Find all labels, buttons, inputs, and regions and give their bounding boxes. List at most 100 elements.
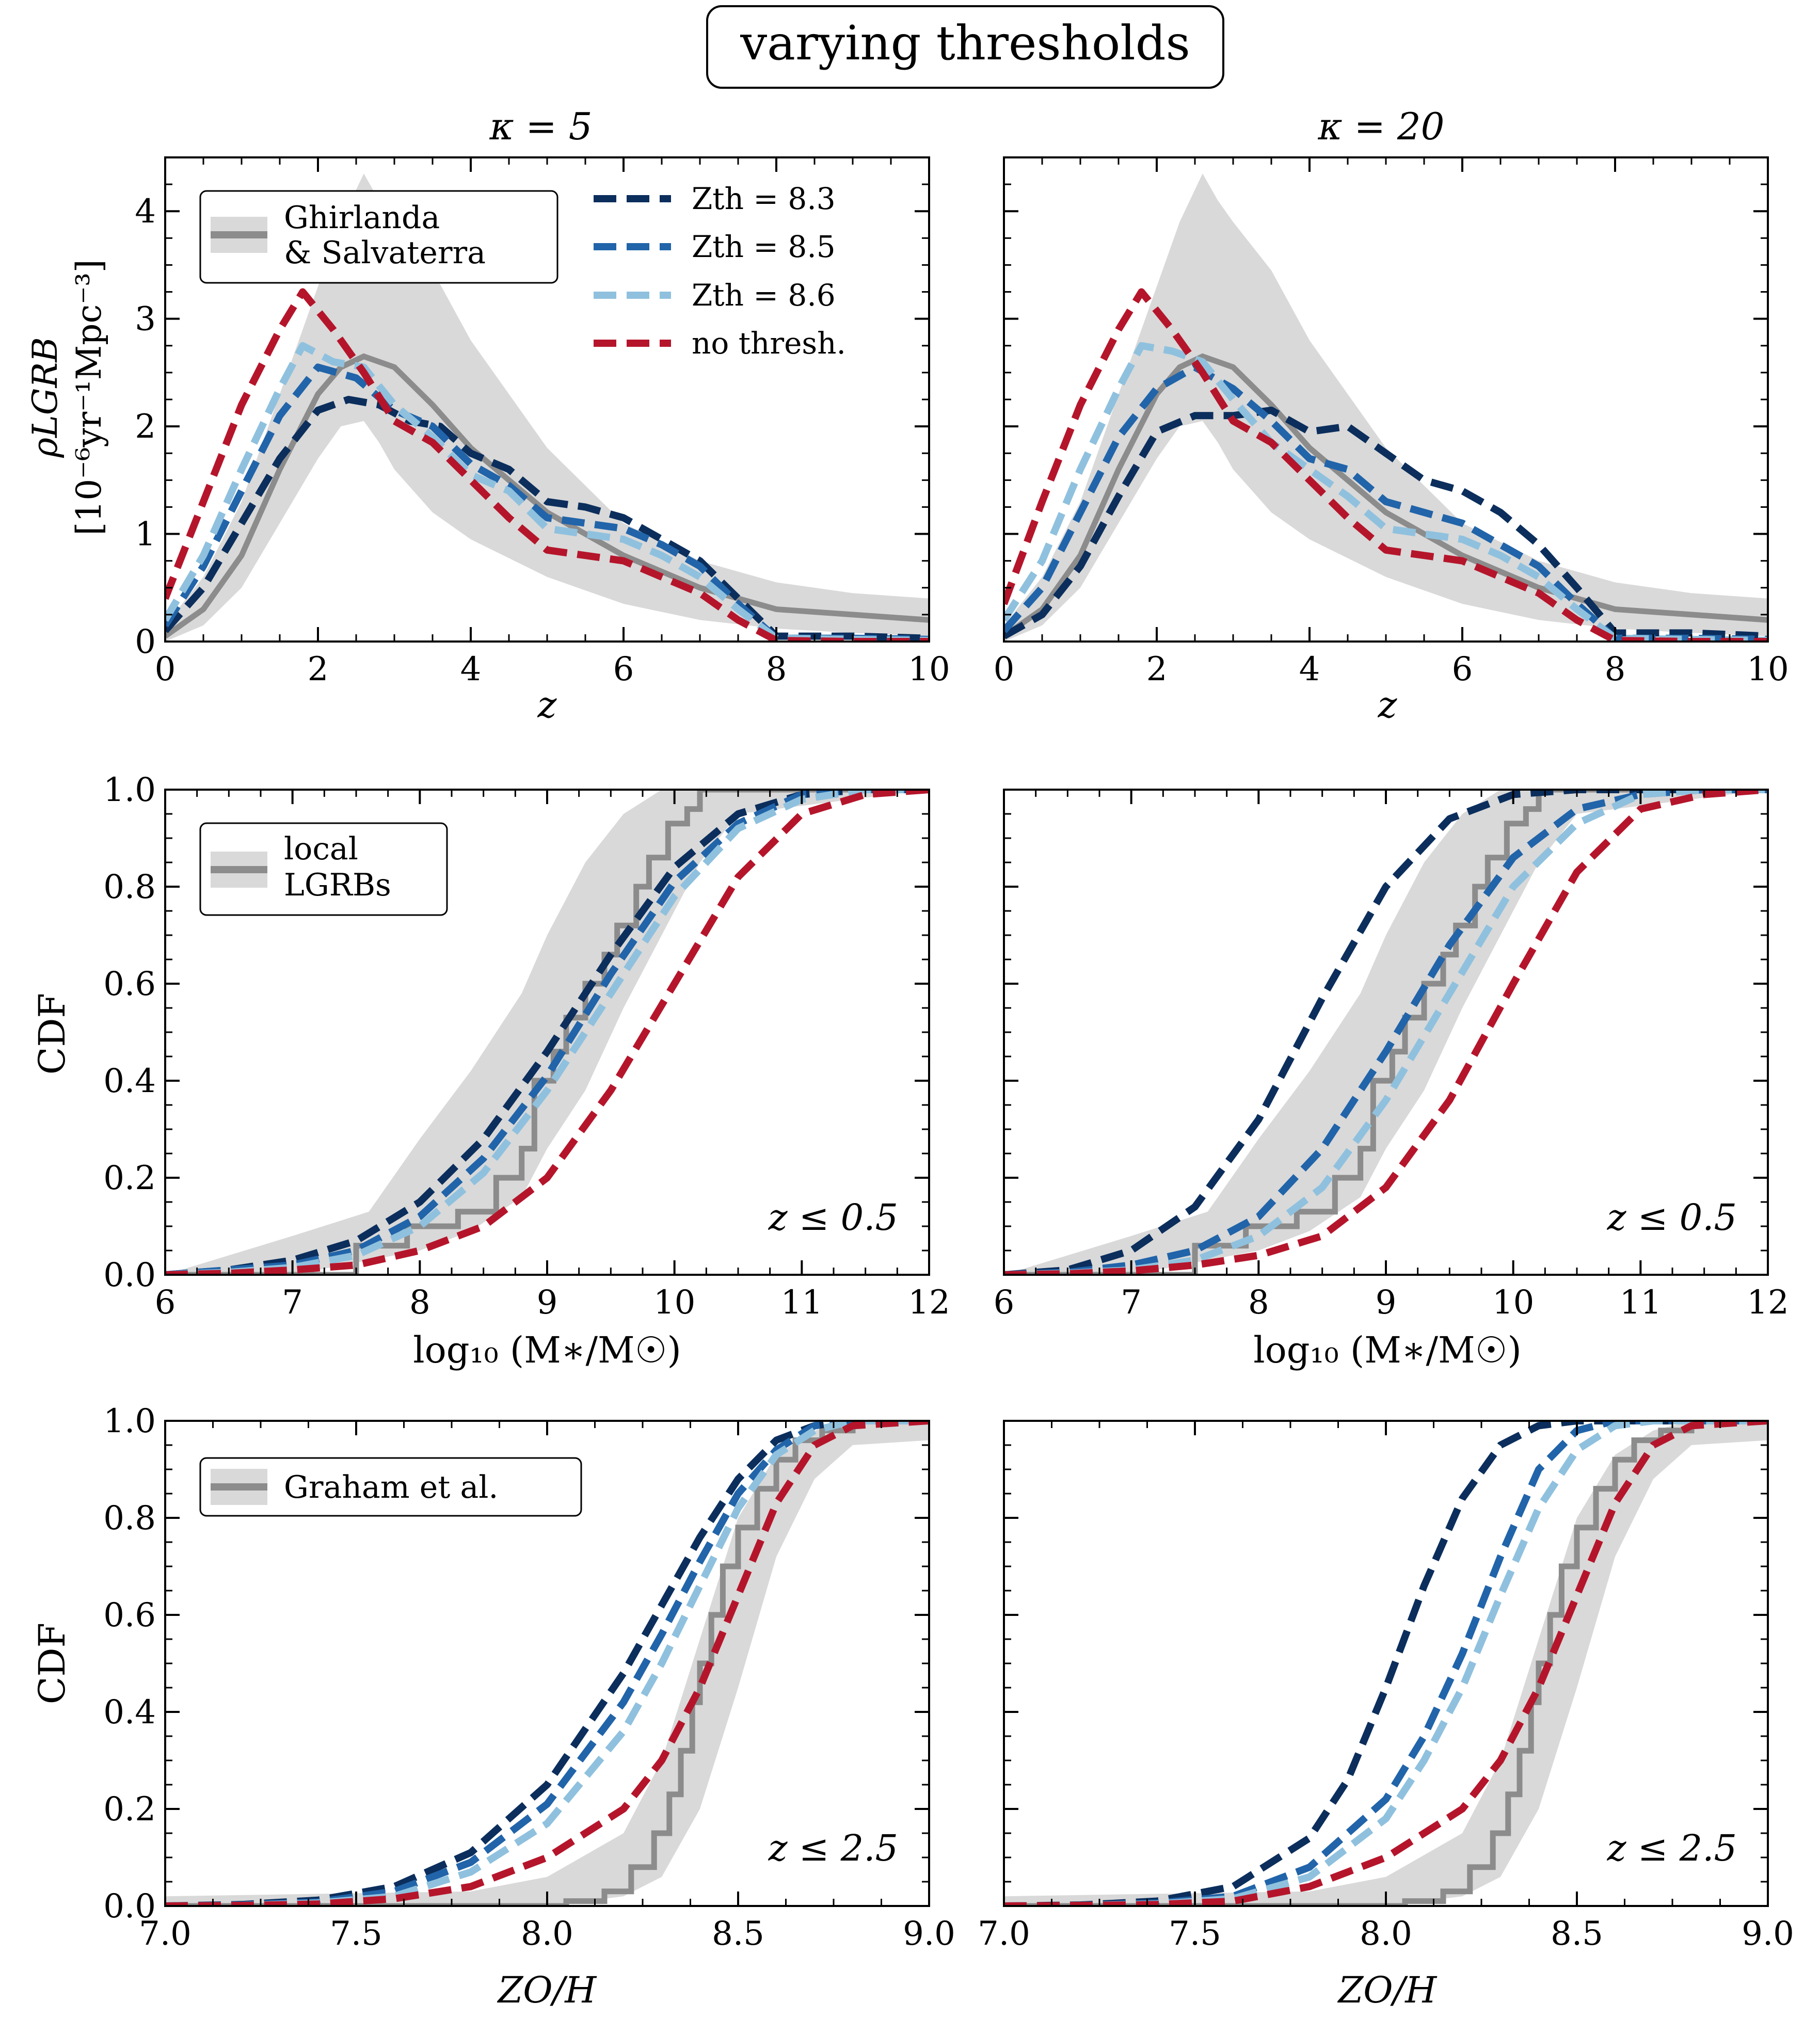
x-tick-label: 8.5: [1551, 1915, 1603, 1953]
panel-metal-kappa20: 7.0 7.5 8.0 8.5 9.0: [978, 1420, 1794, 1953]
x-tick-label: 7: [1121, 1284, 1142, 1322]
y-tick-label: 0: [135, 623, 156, 661]
series-nothresh: [1004, 790, 1768, 1275]
y-tick-label: 0.8: [103, 868, 156, 906]
plot-area: [1004, 790, 1768, 1275]
series-nothresh: [165, 790, 929, 1275]
observed-step: [1004, 790, 1768, 1275]
x-tick-label: 8.5: [712, 1915, 764, 1953]
observed-step: [165, 1421, 929, 1906]
y-tick-label: 0.6: [103, 965, 156, 1003]
legend-metal-obs-label: Graham et al.: [284, 1469, 499, 1505]
plot-area: [165, 1421, 929, 1906]
mass-ylabel: CDF: [31, 993, 73, 1075]
series-nothresh: [165, 288, 929, 642]
metal-ylabel: CDF: [31, 1623, 73, 1704]
x-tick-label: 10: [653, 1284, 695, 1322]
legend-model-label-nothresh: no thresh.: [692, 326, 846, 361]
observed-line: [1004, 353, 1768, 639]
x-tick-label: 8.0: [1360, 1915, 1412, 1953]
x-tick-label: 7.5: [330, 1915, 382, 1953]
x-tick-label: 8: [409, 1284, 430, 1322]
column-title-kappa5: κ = 5: [489, 105, 592, 148]
x-tick-label: 10: [1492, 1284, 1534, 1322]
x-tick-label: 10: [908, 650, 950, 688]
x-tick-label: 7: [282, 1284, 303, 1322]
mass-annotation-kappa20: z ≤ 0.5: [1607, 1196, 1737, 1239]
y-tick-label: 0.4: [103, 1062, 156, 1100]
legend-model-label-z85: Zth = 8.5: [692, 229, 836, 264]
x-tick-label: 6: [155, 1284, 176, 1322]
x-tick-label: 8.0: [521, 1915, 573, 1953]
metal-xlabel-kappa5: ZO/H: [497, 1969, 598, 2011]
x-tick-label: 8: [1605, 650, 1626, 688]
x-tick-label: 9.0: [1742, 1915, 1794, 1953]
x-tick-label: 8: [766, 650, 787, 688]
series-z86: [1004, 342, 1768, 642]
y-tick-label: 0.2: [103, 1790, 156, 1829]
legend-metal-obs: Graham et al.: [199, 1457, 582, 1517]
series-z86: [1004, 790, 1768, 1275]
y-tick-label: 1.0: [103, 1402, 156, 1440]
x-tick-label: 6: [613, 650, 634, 688]
y-tick-label: 1: [135, 516, 156, 554]
x-tick-label: 11: [1620, 1284, 1662, 1322]
series-nothresh: [165, 1421, 929, 1906]
y-tick-label: 3: [135, 300, 156, 339]
panel-metal-kappa5: 7.0 7.5 8.0 8.5 9.0 0.0 0.2 0.4 0.6 0.8 1.0: [103, 1402, 955, 1953]
legend-rate-obs-label-2: & Salvaterra: [284, 235, 486, 271]
mass-xlabel-kappa5: log₁₀ (M∗/M☉): [413, 1329, 681, 1371]
x-tick-label: 9: [1376, 1284, 1397, 1322]
metal-annotation-kappa5: z ≤ 2.5: [768, 1827, 898, 1869]
x-tick-label: 10: [1747, 650, 1789, 688]
x-tick-label: 2: [1146, 650, 1168, 688]
x-tick-label: 8: [1248, 1284, 1269, 1322]
observed-band: [1004, 173, 1768, 642]
y-tick-label: 0.2: [103, 1159, 156, 1197]
x-tick-label: 4: [460, 650, 482, 688]
y-tick-label: 0.6: [103, 1596, 156, 1635]
x-tick-label: 4: [1299, 650, 1320, 688]
series-nothresh: [1004, 288, 1768, 642]
x-tick-label: 12: [908, 1284, 950, 1322]
legend-mass-obs-frame: [199, 822, 448, 916]
series-z83: [1004, 790, 1768, 1275]
y-tick-label: 0.0: [103, 1256, 156, 1294]
x-tick-label: 7.0: [139, 1915, 191, 1953]
x-tick-label: 2: [308, 650, 329, 688]
x-tick-label: 6: [994, 1284, 1015, 1322]
series-z83: [1004, 406, 1768, 640]
x-tick-label: 11: [781, 1284, 823, 1322]
observed-step: [165, 790, 929, 1275]
x-tick-label: 0: [155, 650, 176, 688]
series-z85: [165, 363, 929, 642]
legend-mass-obs: local LGRBs: [199, 822, 448, 916]
observed-band: [1004, 790, 1768, 1275]
x-tick-label: 7.0: [978, 1915, 1030, 1953]
x-tick-label: 6: [1452, 650, 1473, 688]
y-tick-label: 2: [135, 408, 156, 446]
observed-line: [165, 353, 929, 639]
column-title-kappa20: κ = 20: [1318, 105, 1445, 148]
y-tick-label: 0.0: [103, 1887, 156, 1926]
rate-xlabel-kappa20: z: [1378, 684, 1398, 726]
mass-annotation-kappa5: z ≤ 0.5: [768, 1196, 898, 1239]
panel-rate-kappa5: 0 2 4 6 8 10 0 1 2 3 4: [135, 156, 950, 688]
legend-model-label-z86: Zth = 8.6: [692, 278, 836, 313]
legend-rate-obs: Ghirlanda & Salvaterra: [199, 190, 558, 284]
legend-mass-obs-label-2: LGRBs: [284, 867, 391, 903]
legend-model-label-z83: Zth = 8.3: [692, 181, 836, 216]
x-tick-label: 9: [537, 1284, 558, 1322]
x-tick-label: 9.0: [903, 1915, 955, 1953]
legend-rate-obs-frame: [199, 190, 558, 284]
metal-annotation-kappa20: z ≤ 2.5: [1607, 1827, 1737, 1869]
x-tick-label: 7.5: [1169, 1915, 1221, 1953]
legend-models: Zth = 8.3 Zth = 8.5 Zth = 8.6 no thresh.: [594, 181, 846, 361]
figure-title: varying thresholds: [740, 15, 1190, 71]
mass-xlabel-kappa20: log₁₀ (M∗/M☉): [1253, 1329, 1522, 1371]
observed-band: [165, 790, 929, 1275]
panel-rate-kappa20: 0 2 4 6 8 10: [994, 156, 1789, 688]
legend-metal-obs-frame: [199, 1457, 582, 1517]
observed-step: [1004, 1421, 1768, 1906]
series-z83: [165, 396, 929, 642]
